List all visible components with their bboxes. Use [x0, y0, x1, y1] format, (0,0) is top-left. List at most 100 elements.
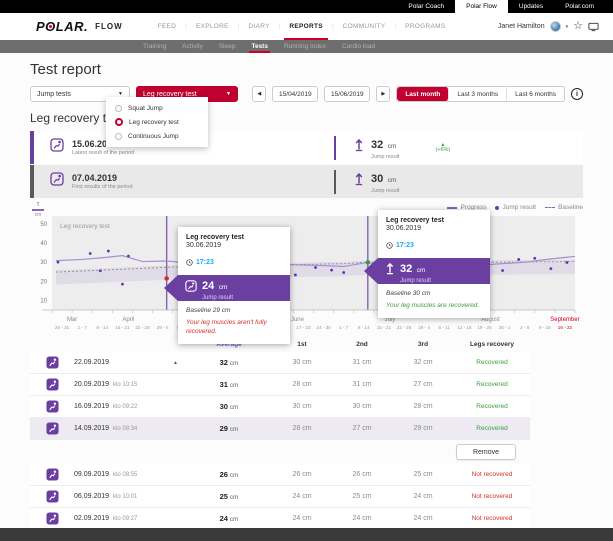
nav-item-programs[interactable]: PROGRAMS [405, 23, 446, 30]
table-row[interactable]: 16.09.2019 klo 09:22 30 cm 30 cm 30 cm 28 cm R… [30, 396, 530, 418]
main-header: POLAR. FLOW FEED|EXPLORE|DIARY|REPORTS|C… [0, 13, 613, 40]
cell-average: 29 cm [219, 424, 239, 433]
range-button-last-month[interactable]: Last month [397, 87, 450, 101]
subnav-item-training[interactable]: Training [143, 43, 167, 50]
cell-3rd: 24 cm [413, 493, 433, 500]
menu-option-squat-jump[interactable]: Squat Jump [106, 101, 208, 115]
cell-legs-recovery: Recovered [476, 359, 508, 366]
jump-height-icon [354, 138, 364, 157]
subnav-item-sleep[interactable]: Sleep [218, 43, 236, 50]
nav-separator: | [394, 23, 397, 30]
filter-row: Jump tests ▼ Leg recovery test ▼ ◀ 15/04… [30, 85, 583, 103]
range-button-last-6-months[interactable]: Last 6 months [515, 90, 556, 98]
legend-item-jump-result: Jump result [495, 204, 536, 211]
svg-text:1 - 7: 1 - 7 [339, 325, 349, 330]
table-row[interactable]: 09.09.2019 klo 08:55 26 cm 26 cm 26 cm 25 cm N… [30, 464, 530, 486]
subnav-item-cardio-load[interactable]: Cardio load [341, 43, 376, 50]
user-menu-caret-icon[interactable]: ▾ [565, 23, 569, 30]
column-header-1st[interactable]: 1st [297, 340, 307, 348]
jump-test-icon [50, 138, 64, 157]
site-tab-polar-coach[interactable]: Polar Coach [408, 3, 445, 10]
date-from-field[interactable]: 15/04/2019 [272, 86, 319, 102]
trend-up-icon: ▲ [440, 141, 446, 148]
test-type-select[interactable]: Jump tests ▼ [30, 86, 130, 102]
column-header-average[interactable]: Average [216, 340, 242, 348]
next-period-button[interactable]: ▶ [376, 86, 391, 102]
svg-text:16 - 22: 16 - 22 [558, 325, 573, 330]
table-row[interactable]: 06.09.2019 klo 10:01 25 cm 24 cm 25 cm 24 cm N… [30, 486, 530, 508]
nav-item-feed[interactable]: FEED [157, 23, 177, 30]
cell-legs-recovery: Recovered [476, 425, 508, 432]
svg-text:1 - 7: 1 - 7 [78, 325, 88, 330]
favorites-star-icon[interactable]: ☆ [573, 20, 583, 32]
nav-item-community[interactable]: COMMUNITY [342, 23, 386, 30]
nav-item-explore[interactable]: EXPLORE [195, 23, 229, 30]
info-icon[interactable]: i [571, 88, 583, 100]
table-row[interactable]: 22.09.2019 ▲ 32 cm 30 cm 31 cm 32 cm Recovered [30, 352, 530, 374]
cell-date: 16.09.2019 klo 09:22 [74, 403, 138, 410]
test-results-chart[interactable]: ↑ cm Progress Jump result Baseline 10 20 30 4… [30, 200, 583, 344]
range-buttons: Last month Last 3 months Last 6 months [396, 86, 565, 102]
svg-text:15 - 21: 15 - 21 [377, 325, 392, 330]
date-to-field[interactable]: 15/06/2019 [324, 86, 371, 102]
subnav-item-tests[interactable]: Tests [243, 40, 276, 53]
tooltip-time: 17:23 [196, 258, 214, 266]
cell-time: klo 08:55 [113, 472, 138, 478]
jump-test-icon [50, 172, 64, 191]
nav-separator: | [185, 23, 187, 30]
reports-subnav: Training Activity Sleep Tests Running Index C… [0, 40, 613, 53]
nav-item-diary[interactable]: DIARY [248, 23, 270, 30]
range-button-last-3-months[interactable]: Last 3 months [449, 87, 508, 101]
polar-logo[interactable]: POLAR. [36, 19, 89, 34]
cell-time: klo 10:01 [113, 494, 138, 500]
tooltip-date: 30.06.2019 [386, 225, 422, 232]
cell-1st: 26 cm [292, 471, 312, 478]
cell-3rd: 29 cm [413, 425, 433, 432]
cell-legs-recovery: Recovered [476, 381, 508, 388]
nav-separator: | [331, 23, 334, 30]
chart-plot[interactable]: 10 20 30 40 50 Leg recovery test Mar April June J… [30, 200, 583, 337]
table-row[interactable]: 14.09.2019 klo 08:34 29 cm 28 cm 27 cm 29 cm R… [30, 418, 530, 440]
column-header-legs-recovery[interactable]: Legs recovery [469, 340, 515, 348]
summary-caption: Latest result of the period [72, 150, 135, 156]
table-row[interactable]: 02.09.2019 klo 09:27 24 cm 24 cm 24 cm 24 cm N… [30, 508, 530, 530]
cell-average: 26 cm [219, 470, 239, 479]
subnav-item-activity[interactable]: Activity [182, 43, 203, 50]
menu-option-label: Continuous Jump [128, 132, 179, 140]
cell-time: klo 09:27 [113, 516, 138, 522]
cell-1st: 24 cm [292, 493, 312, 500]
results-table: Average 1st 2nd 3rd Legs recovery 22.09.2019 ▲… [30, 336, 530, 530]
radio-selected-icon[interactable] [115, 118, 123, 126]
menu-option-continuous-jump[interactable]: Continuous Jump [106, 129, 208, 143]
cell-2nd: 25 cm [352, 493, 372, 500]
svg-text:July: July [385, 317, 396, 323]
site-tab-updates[interactable]: Updates [518, 3, 544, 10]
table-row[interactable]: 20.09.2019 klo 10:15 31 cm 28 cm 31 cm 27 cm R… [30, 374, 530, 396]
svg-text:17 - 23: 17 - 23 [296, 325, 311, 330]
sort-caret-icon[interactable]: ▲ [173, 360, 178, 366]
user-name[interactable]: Janet Hamilton [497, 23, 545, 30]
column-header-2nd[interactable]: 2nd [356, 340, 368, 348]
jump-test-icon [30, 512, 74, 525]
summary-row-first[interactable]: 07.04.2019 First results of the period 3… [30, 165, 583, 198]
prev-period-button[interactable]: ◀ [252, 86, 267, 102]
remove-button[interactable]: Remove [456, 444, 516, 460]
dot-marker-icon [495, 205, 500, 210]
cell-date: 06.09.2019 klo 10:01 [74, 493, 138, 500]
radio-icon[interactable] [115, 104, 122, 112]
tooltip-title: Leg recovery test [186, 234, 244, 241]
menu-option-leg-recovery-test[interactable]: Leg recovery test [106, 115, 208, 129]
chart-svg: 10 20 30 40 50 Leg recovery test Mar April June J… [40, 216, 580, 330]
column-header-3rd[interactable]: 3rd [417, 340, 429, 348]
menu-option-label: Leg recovery test [129, 118, 179, 126]
cell-average: 31 cm [219, 380, 239, 389]
site-tab-polar-com[interactable]: Polar.com [565, 3, 594, 10]
devices-icon[interactable] [588, 22, 599, 32]
cell-time: klo 10:15 [113, 382, 138, 388]
nav-item-reports[interactable]: REPORTS [280, 13, 332, 40]
svg-text:2 - 8: 2 - 8 [520, 325, 530, 330]
avatar[interactable] [549, 21, 561, 32]
radio-icon[interactable] [115, 132, 122, 140]
site-tab-polar-flow[interactable]: Polar Flow [455, 0, 508, 13]
subnav-item-running-index[interactable]: Running Index [283, 43, 326, 50]
